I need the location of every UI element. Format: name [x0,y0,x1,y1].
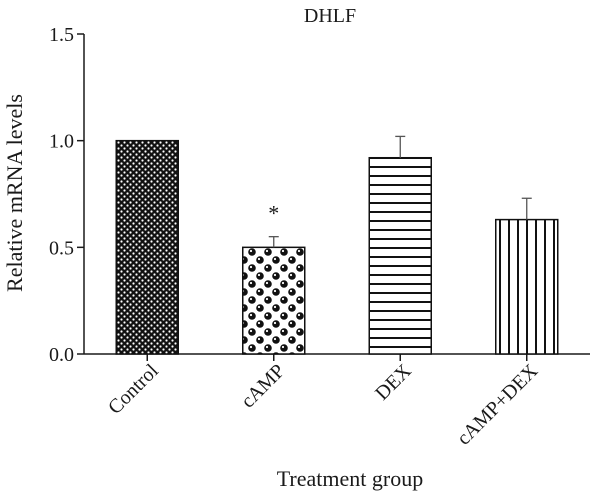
bar-camp-dex [495,218,559,355]
x-tick-label: Control [104,360,163,419]
x-tick-label: cAMP [237,360,289,412]
x-axis: Control cAMP DEX cAMP+DEX [84,353,590,450]
y-axis: 0.0 0.5 1.0 1.5 [49,24,85,366]
bar-dex [368,156,432,355]
bar-control [115,139,179,355]
error-bars [268,135,532,248]
annotations: * [268,201,279,226]
y-axis-title: Relative mRNA levels [2,94,27,292]
y-tick-label: 0.0 [49,344,74,366]
y-tick-label: 1.0 [49,131,74,153]
chart-title: DHLF [304,5,356,27]
y-tick-label: 1.5 [49,24,74,46]
x-axis-title: Treatment group [277,466,423,491]
bars [115,139,559,355]
y-tick-label: 0.5 [49,237,74,259]
x-tick-label: cAMP+DEX [453,360,543,450]
x-tick-label: DEX [371,360,416,405]
significance-marker: * [268,201,279,226]
bar-camp [242,246,306,355]
